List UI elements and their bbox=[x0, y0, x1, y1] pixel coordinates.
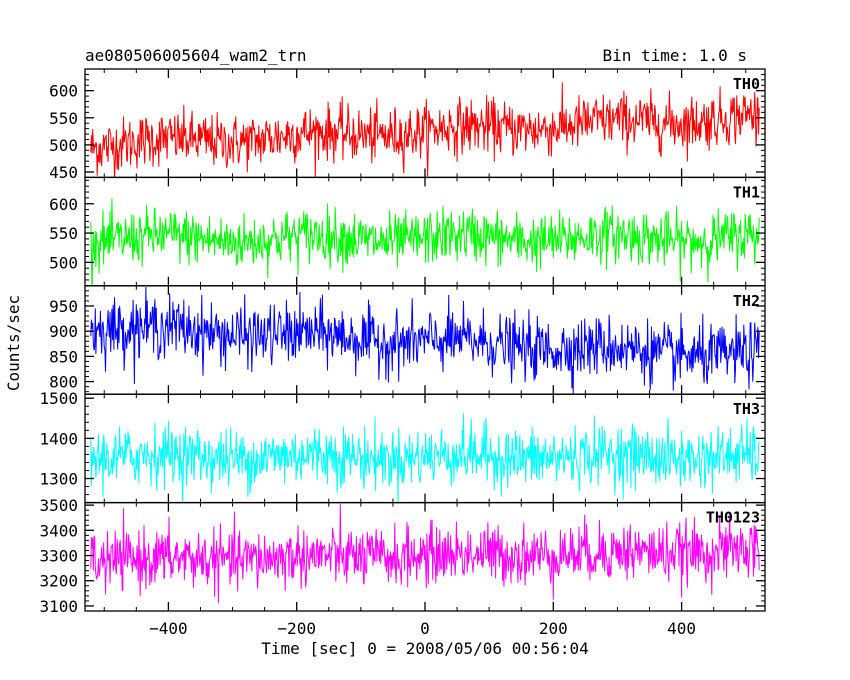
panels-group: 450 500 550 600 TH0 500 550 600 TH1 800 850 900 950 T… bbox=[39, 68, 766, 616]
panel-th0123: 3100 3200 3300 3400 3500 TH0123 bbox=[39, 496, 766, 616]
x-tick-label: 400 bbox=[667, 619, 696, 638]
y-tick-label: 1400 bbox=[39, 429, 78, 448]
panel-th3: 1300 1400 1500 TH3 bbox=[39, 389, 766, 504]
y-tick-label: 3200 bbox=[39, 572, 78, 591]
y-tick-label: 600 bbox=[49, 195, 78, 214]
y-tick-label: 600 bbox=[49, 82, 78, 101]
y-axis-label: Counts/sec bbox=[4, 295, 23, 391]
y-tick-label: 1500 bbox=[39, 389, 78, 408]
series-line-th3 bbox=[90, 413, 760, 503]
y-tick-label: 3400 bbox=[39, 521, 78, 540]
panel-label: TH0 bbox=[733, 75, 760, 93]
series-line-th1 bbox=[90, 198, 760, 286]
x-axis: −400 −200 0 200 400 bbox=[149, 619, 696, 638]
y-tick-label: 500 bbox=[49, 136, 78, 155]
y-tick-label: 800 bbox=[49, 373, 78, 392]
panel-label: TH0123 bbox=[706, 509, 760, 527]
series-line-th0 bbox=[90, 82, 760, 178]
panel-label: TH3 bbox=[733, 400, 760, 418]
y-tick-label: 1300 bbox=[39, 470, 78, 489]
x-tick-label: −400 bbox=[149, 619, 188, 638]
plot-title: ae080506005604_wam2_trn bbox=[85, 46, 307, 65]
series-line-th0123 bbox=[90, 503, 760, 604]
x-tick-label: −200 bbox=[277, 619, 316, 638]
y-tick-label: 3500 bbox=[39, 496, 78, 515]
y-tick-label: 450 bbox=[49, 163, 78, 182]
panel-th0: 450 500 550 600 TH0 bbox=[49, 68, 766, 182]
series-line-th2 bbox=[90, 286, 760, 394]
y-tick-label: 550 bbox=[49, 109, 78, 128]
y-tick-label: 950 bbox=[49, 297, 78, 316]
y-tick-label: 500 bbox=[49, 253, 78, 272]
y-tick-label: 3300 bbox=[39, 547, 78, 566]
bin-time-label: Bin time: 1.0 s bbox=[603, 46, 748, 65]
x-tick-label: 0 bbox=[420, 619, 430, 638]
panel-th2: 800 850 900 950 TH2 bbox=[49, 285, 766, 395]
panel-label: TH1 bbox=[733, 183, 760, 201]
panel-th1: 500 550 600 TH1 bbox=[49, 176, 766, 287]
x-axis-label: Time [sec] 0 = 2008/05/06 00:56:04 bbox=[261, 639, 589, 658]
y-tick-label: 850 bbox=[49, 347, 78, 366]
panel-label: TH2 bbox=[733, 292, 760, 310]
y-tick-label: 900 bbox=[49, 322, 78, 341]
x-tick-label: 200 bbox=[539, 619, 568, 638]
y-tick-label: 3100 bbox=[39, 597, 78, 616]
y-tick-label: 550 bbox=[49, 224, 78, 243]
